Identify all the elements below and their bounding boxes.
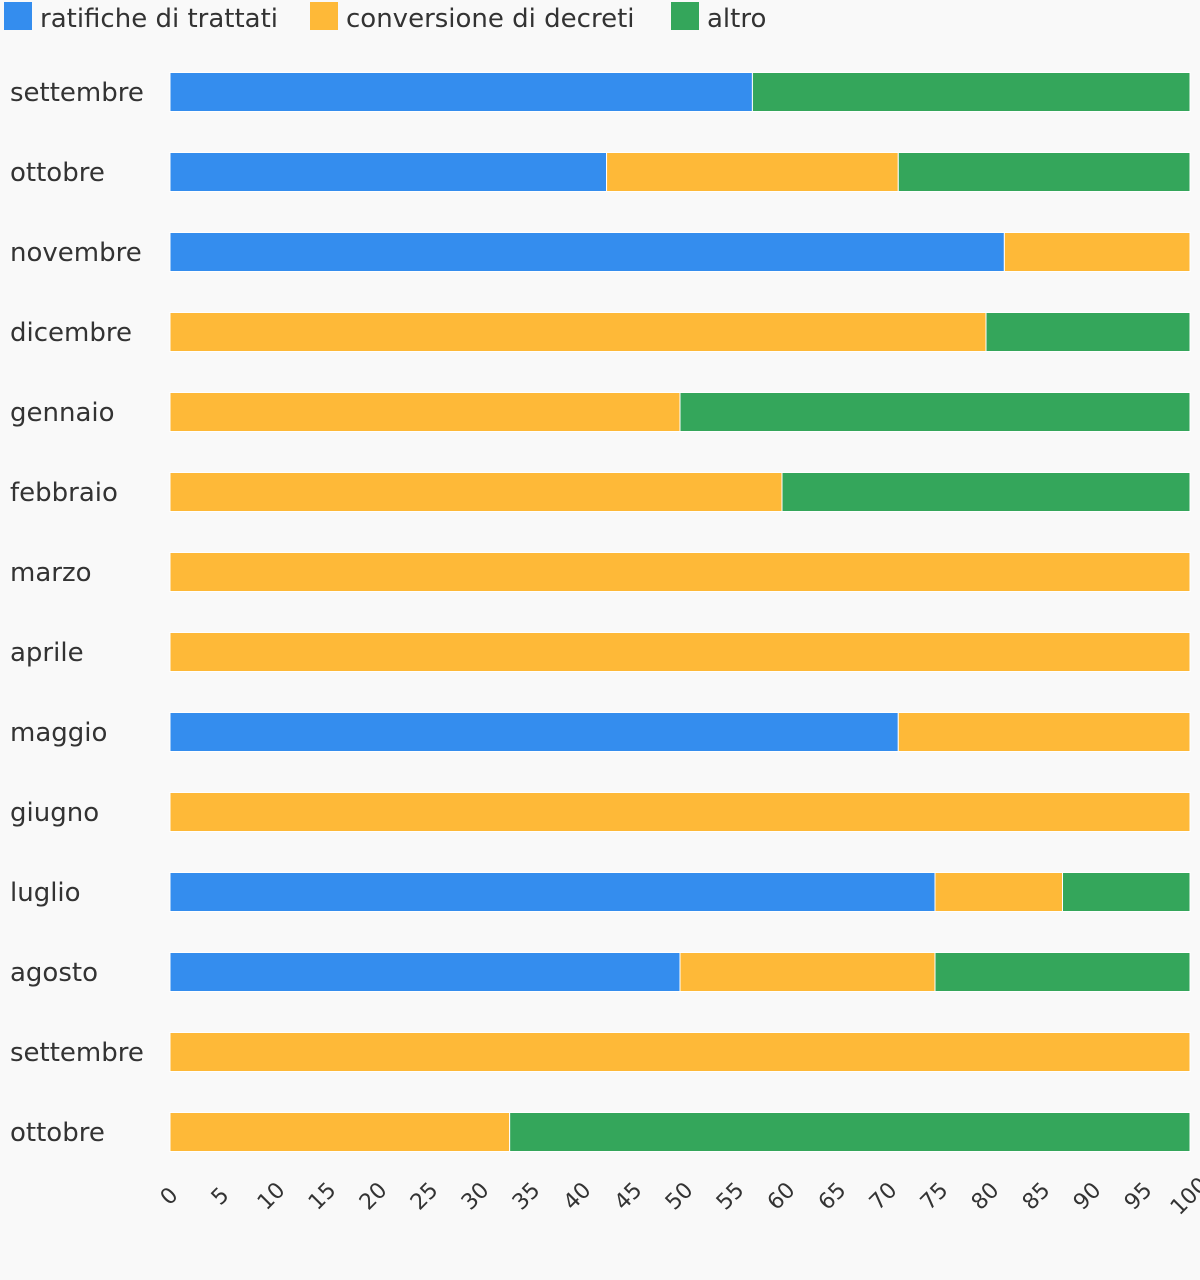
bar-segment-1-10 bbox=[934, 872, 1063, 912]
bar-segment-2-3 bbox=[985, 312, 1191, 352]
category-label: giugno bbox=[10, 798, 99, 828]
bar-segment-0-1 bbox=[169, 152, 608, 192]
x-tick-label: 90 bbox=[1069, 1178, 1106, 1215]
legend-swatch-2 bbox=[671, 2, 699, 30]
category-label: settembre bbox=[10, 1038, 144, 1068]
category-label: luglio bbox=[10, 878, 81, 908]
bar-segment-1-3 bbox=[169, 312, 987, 352]
bar-segment-0-2 bbox=[169, 232, 1005, 272]
category-label: agosto bbox=[10, 958, 98, 988]
legend-label-2: altro bbox=[707, 4, 766, 34]
category-label: settembre bbox=[10, 78, 144, 108]
bar-segment-1-5 bbox=[169, 472, 783, 512]
x-tick-label: 100 bbox=[1166, 1173, 1200, 1220]
legend-label-1: conversione di decreti bbox=[346, 4, 635, 34]
bar-segment-1-12 bbox=[169, 1032, 1191, 1072]
bar-segment-2-5 bbox=[781, 472, 1191, 512]
x-tick-label: 50 bbox=[661, 1178, 698, 1215]
x-tick-label: 20 bbox=[355, 1178, 392, 1215]
category-label: ottobre bbox=[10, 1118, 105, 1148]
x-tick-label: 60 bbox=[763, 1178, 800, 1215]
category-label: gennaio bbox=[10, 398, 115, 428]
x-tick-label: 0 bbox=[156, 1183, 184, 1211]
category-label: dicembre bbox=[10, 318, 132, 348]
bar-segment-2-13 bbox=[509, 1112, 1191, 1152]
bars bbox=[169, 72, 1191, 1152]
category-label: febbraio bbox=[10, 478, 118, 508]
x-tick-label: 95 bbox=[1120, 1178, 1157, 1215]
bar-segment-1-11 bbox=[679, 952, 936, 992]
x-tick-label: 45 bbox=[610, 1178, 647, 1215]
bar-segment-2-1 bbox=[897, 152, 1191, 192]
x-tick-label: 35 bbox=[508, 1178, 545, 1215]
bar-segment-2-4 bbox=[679, 392, 1191, 432]
bar-segment-1-13 bbox=[169, 1112, 511, 1152]
bar-segment-1-8 bbox=[897, 712, 1191, 752]
legend-swatch-1 bbox=[310, 2, 338, 30]
x-tick-label: 40 bbox=[559, 1178, 596, 1215]
x-tick-label: 75 bbox=[916, 1178, 953, 1215]
bar-segment-1-7 bbox=[169, 632, 1191, 672]
bar-segment-0-8 bbox=[169, 712, 899, 752]
bar-segment-2-10 bbox=[1062, 872, 1191, 912]
category-label: aprile bbox=[10, 638, 84, 668]
x-tick-label: 10 bbox=[253, 1178, 290, 1215]
x-axis-ticks: 0 5 10 15 20 25 30 35 40 45 50 55 60 65 70 75 80 85 90 95 10… bbox=[156, 1173, 1200, 1220]
legend: ratifiche di trattati conversione di decr… bbox=[4, 2, 766, 34]
legend-label-0: ratifiche di trattati bbox=[40, 4, 278, 34]
category-labels: settembre ottobre novembre dicembre gennaio f… bbox=[10, 78, 144, 1148]
bar-segment-0-0 bbox=[169, 72, 753, 112]
x-tick-label: 80 bbox=[967, 1178, 1004, 1215]
bar-segment-2-0 bbox=[751, 72, 1191, 112]
category-label: ottobre bbox=[10, 158, 105, 188]
x-tick-label: 85 bbox=[1018, 1178, 1055, 1215]
x-tick-label: 55 bbox=[712, 1178, 749, 1215]
category-label: novembre bbox=[10, 238, 142, 268]
x-tick-label: 15 bbox=[304, 1178, 341, 1215]
bar-segment-1-6 bbox=[169, 552, 1191, 592]
bar-segment-1-4 bbox=[169, 392, 681, 432]
bar-segment-1-2 bbox=[1003, 232, 1191, 272]
x-tick-label: 70 bbox=[865, 1178, 902, 1215]
bar-segment-2-11 bbox=[934, 952, 1191, 992]
x-tick-label: 30 bbox=[457, 1178, 494, 1215]
legend-swatch-0 bbox=[4, 2, 32, 30]
x-tick-label: 25 bbox=[406, 1178, 443, 1215]
bar-segment-0-10 bbox=[169, 872, 936, 912]
bar-segment-1-9 bbox=[169, 792, 1191, 832]
bar-segment-0-11 bbox=[169, 952, 681, 992]
category-label: marzo bbox=[10, 558, 92, 588]
x-tick-label: 65 bbox=[814, 1178, 851, 1215]
category-label: maggio bbox=[10, 718, 107, 748]
x-tick-label: 5 bbox=[207, 1183, 235, 1211]
bar-segment-1-1 bbox=[606, 152, 899, 192]
